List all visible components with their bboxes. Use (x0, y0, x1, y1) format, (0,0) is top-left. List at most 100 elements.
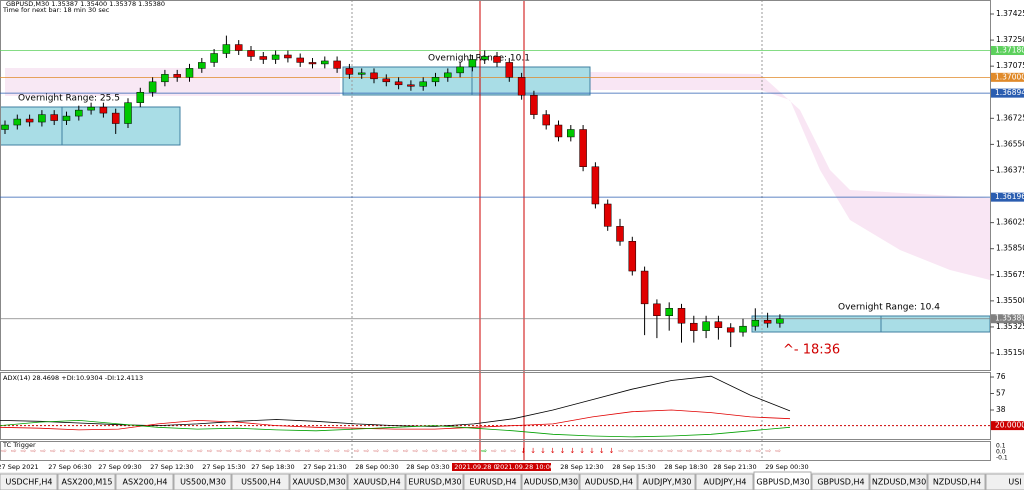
candle-body (382, 78, 391, 83)
trigger-arrow: ⇨ (667, 447, 673, 455)
tab[interactable] (927, 473, 986, 490)
candle-body (308, 62, 317, 65)
tab-label[interactable]: USDCHF,H4 (6, 478, 53, 487)
candle-body (345, 68, 354, 75)
candle-body (38, 114, 46, 123)
tab-label[interactable]: NZDUSD,M30 (872, 478, 926, 487)
chart-subtitle: Time for next bar: 18 min 30 sec (2, 6, 110, 14)
tab-label[interactable]: US500,H4 (241, 478, 281, 487)
trigger-arrow: ⇨ (393, 447, 399, 455)
trigger-arrow: ⇨ (226, 447, 232, 455)
adx-line (0, 409, 791, 431)
tab-label[interactable]: EURUSD,H4 (469, 478, 516, 487)
trigger-arrow: ↓ (520, 447, 526, 455)
trigger-arrow: ⇨ (471, 447, 477, 455)
tab-label[interactable]: USI (1008, 478, 1021, 487)
tab[interactable] (985, 473, 1024, 490)
candle-body (480, 56, 489, 60)
tab[interactable] (57, 473, 116, 490)
y-tick-label: 1.35500 (996, 296, 1024, 305)
annotation: Overnight Range: 10.1 (428, 54, 530, 64)
trigger-arrow: ⇨ (30, 447, 36, 455)
tab[interactable] (637, 473, 696, 490)
y-tick-label: 1.35325 (996, 322, 1024, 331)
trigger-arrow: ↓ (540, 447, 546, 455)
candle-body (603, 203, 612, 227)
tab-label[interactable]: XAUUSD,M30 (292, 478, 346, 487)
trigger-arrow: ⇨ (413, 447, 419, 455)
candle-body (628, 241, 637, 272)
tab-label[interactable]: EURUSD,M30 (408, 478, 461, 487)
y-tick-label: 1.37425 (996, 9, 1024, 18)
tab[interactable] (869, 473, 928, 490)
trigger-arrow: ⇨ (315, 447, 321, 455)
tab-label[interactable]: AUDJPY,M30 (642, 478, 691, 487)
tab[interactable] (173, 473, 232, 490)
tab-label[interactable]: GBPUSD,H4 (817, 478, 864, 487)
tab[interactable] (231, 473, 290, 490)
trigger-arrow: ⇨ (197, 447, 203, 455)
x-tick-label: 2021.09.28 10:00 (496, 463, 554, 471)
x-tick-label: 27 Sep 06:30 (48, 463, 91, 471)
tab[interactable] (695, 473, 754, 490)
tab[interactable] (0, 473, 58, 490)
tab[interactable] (405, 473, 464, 490)
trigger-arrow: ⇨ (79, 447, 85, 455)
trigger-arrow: ⇨ (687, 447, 693, 455)
tab[interactable] (463, 473, 522, 490)
candle-body (357, 72, 366, 75)
tab-label[interactable]: ASX200,M15 (62, 478, 113, 487)
candle-body (136, 91, 145, 103)
x-tick-label: 27 Sep 12:30 (150, 463, 193, 471)
trigger-arrow: ⇨ (344, 447, 350, 455)
x-tick-label: 28 Sep 18:30 (664, 463, 707, 471)
trigger-arrow: ⇨ (275, 447, 281, 455)
candle-body (222, 44, 231, 54)
tab[interactable] (521, 473, 580, 490)
trigger-arrow: ⇨ (187, 447, 193, 455)
tab-label[interactable]: NZDUSD,H4 (933, 478, 981, 487)
trigger-arrow: ⇨ (501, 447, 507, 455)
tab[interactable] (811, 473, 870, 490)
adx-line (0, 419, 791, 438)
candle-body (468, 59, 477, 68)
trigger-arrow: ⇨ (638, 447, 644, 455)
trigger-arrow: ⇨ (736, 447, 742, 455)
tab-label[interactable]: ASX200,H4 (123, 478, 168, 487)
level-tag-label: 20.0000 (995, 421, 1024, 430)
trigger-arrow: ⇨ (756, 447, 762, 455)
candle-body (333, 60, 341, 69)
candle-body (714, 321, 723, 328)
adx-label: ADX(14) 28.4698 +DI:10.9304 -DI:12.4113 (3, 374, 143, 382)
price-tag-label: 1.37000 (995, 72, 1024, 81)
chart-title: GBPUSD,M30 1.35387 1.35400 1.35378 1.353… (6, 0, 165, 8)
tab-label[interactable]: US500,M30 (180, 478, 226, 487)
candle-body (591, 166, 600, 205)
candle-body (259, 56, 268, 60)
candle-body (370, 72, 378, 80)
tab[interactable] (347, 473, 406, 490)
trigger-arrow: ⇨ (148, 447, 154, 455)
candle-body (173, 74, 181, 78)
level-tag (991, 421, 1024, 431)
trigger-arrow: ⇨ (422, 447, 428, 455)
candle-body (321, 60, 329, 65)
trigger-arrow: ⇨ (295, 447, 301, 455)
trigger-arrow: ↓ (530, 447, 536, 455)
tab[interactable] (115, 473, 174, 490)
tab-label[interactable]: AUDUSD,M30 (524, 478, 578, 487)
trigger-arrow: ⇨ (697, 447, 703, 455)
tab-label[interactable]: AUDJPY,H4 (703, 478, 746, 487)
tab[interactable] (579, 473, 638, 490)
candle-body (296, 57, 304, 63)
tab[interactable] (289, 473, 348, 490)
tab-label[interactable]: AUDUSD,H4 (585, 478, 633, 487)
price-tag (991, 88, 1024, 98)
time-highlight (452, 463, 504, 471)
candle-body (13, 118, 22, 126)
trigger-arrow: ⇨ (21, 447, 27, 455)
tab-label[interactable]: GBPUSD,M30 (756, 478, 809, 487)
tab[interactable] (753, 471, 812, 490)
tab-label[interactable]: XAUUSD,H4 (353, 478, 401, 487)
candle-body (247, 50, 255, 57)
